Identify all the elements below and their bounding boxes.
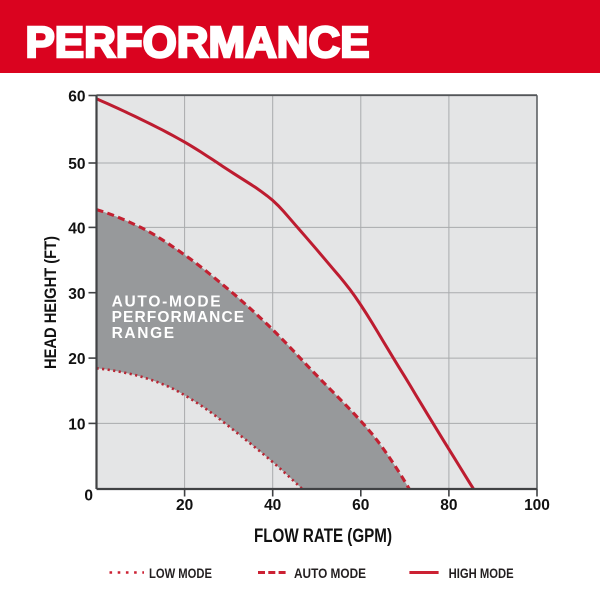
svg-text:60: 60 [68,89,85,106]
svg-text:FLOW RATE (GPM): FLOW RATE (GPM) [254,526,392,547]
svg-text:0: 0 [84,488,93,505]
svg-text:20: 20 [68,351,85,368]
svg-text:30: 30 [68,286,85,303]
svg-text:40: 40 [68,221,85,238]
svg-text:80: 80 [440,497,457,514]
svg-text:20: 20 [176,497,193,514]
svg-text:AUTO MODE: AUTO MODE [294,565,366,581]
svg-text:LOW MODE: LOW MODE [149,565,212,581]
svg-text:RANGE: RANGE [112,325,175,342]
svg-text:HIGH MODE: HIGH MODE [449,565,514,581]
svg-text:60: 60 [352,497,369,514]
svg-text:40: 40 [264,497,281,514]
svg-text:PERFORMANCE: PERFORMANCE [26,19,370,67]
svg-text:50: 50 [68,156,85,173]
svg-text:100: 100 [524,497,550,514]
svg-text:10: 10 [68,417,85,434]
svg-text:AUTO-MODE: AUTO-MODE [112,293,221,310]
svg-text:PERFORMANCE: PERFORMANCE [112,309,245,326]
svg-text:HEAD HEIGHT (FT): HEAD HEIGHT (FT) [42,236,60,369]
